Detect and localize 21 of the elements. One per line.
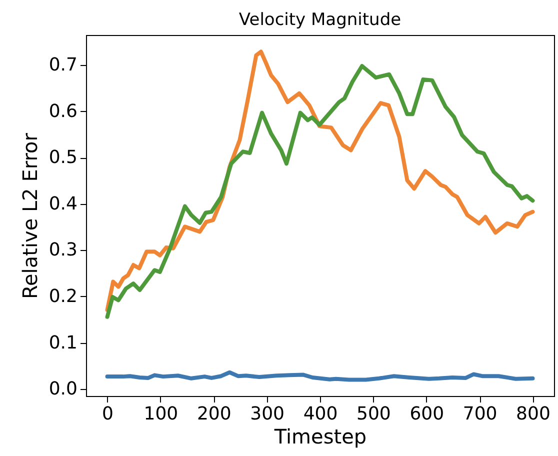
x-axis-title: Timestep — [273, 424, 367, 448]
x-tick-label: 700 — [462, 404, 498, 424]
line-series — [105, 370, 535, 382]
chart-title: Velocity Magnitude — [238, 10, 402, 30]
x-tick-label: 0 — [102, 404, 114, 424]
y-tick-label: 0.7 — [48, 54, 78, 76]
y-tick-label: 0.6 — [48, 100, 78, 122]
y-axis-title: Relative L2 Error — [18, 132, 42, 299]
y-tick-label: 0.0 — [48, 378, 78, 400]
x-tick-label: 600 — [410, 404, 444, 424]
y-tick-label: 0.1 — [48, 332, 78, 354]
y-tick-label: 0.5 — [48, 147, 78, 168]
y-tick-label: 0.4 — [48, 193, 78, 214]
x-tick-label: 500 — [356, 404, 391, 424]
y-tick-label: 0.3 — [48, 240, 78, 261]
x-tick-label: 400 — [303, 404, 338, 424]
x-tick-label: 100 — [144, 404, 178, 424]
x-tick-label: 800 — [516, 404, 550, 424]
y-tick-label: 0.2 — [48, 286, 78, 307]
x-tick-label: 200 — [196, 404, 232, 424]
x-tick-label: 300 — [250, 404, 284, 424]
